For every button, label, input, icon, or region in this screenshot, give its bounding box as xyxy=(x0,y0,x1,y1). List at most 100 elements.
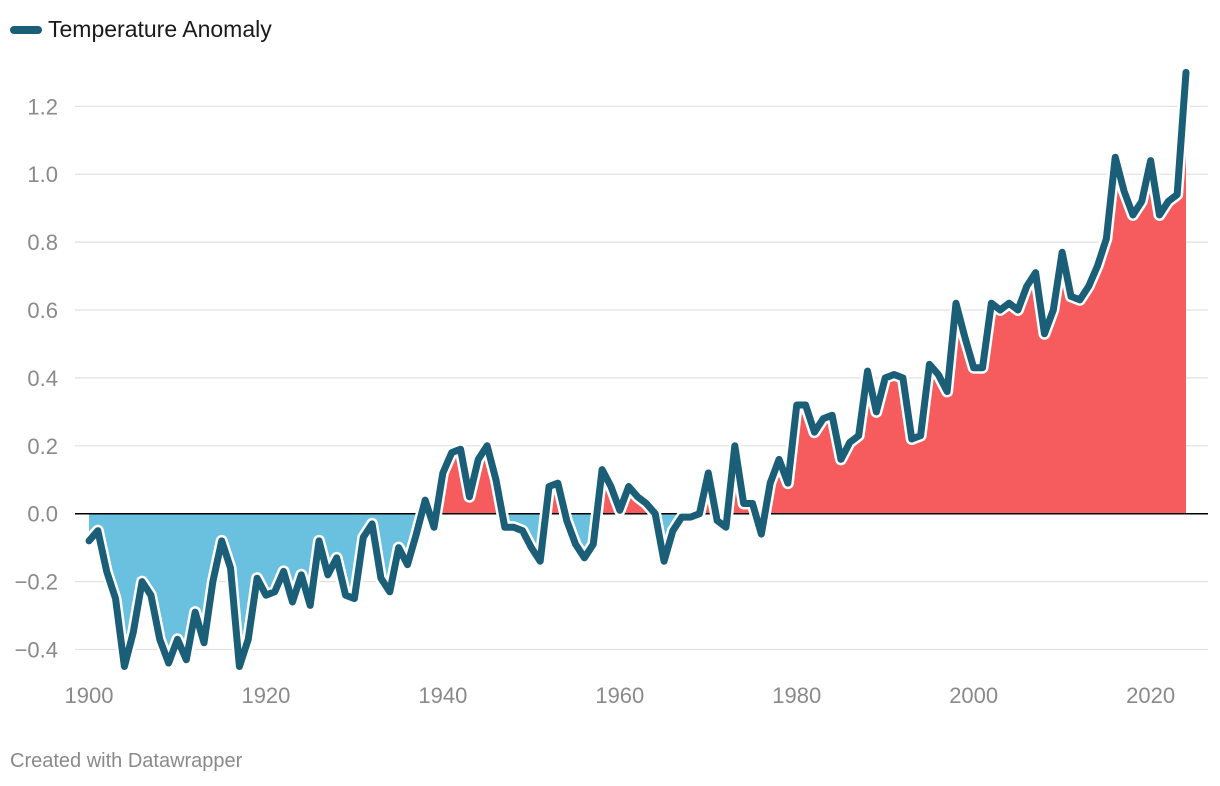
y-tick-label: 0.6 xyxy=(27,298,58,323)
data-point-1966 xyxy=(669,527,676,534)
data-point-2018 xyxy=(1129,211,1136,218)
data-point-1937 xyxy=(413,531,420,538)
data-point-1992 xyxy=(899,374,906,381)
y-tick-label: −0.4 xyxy=(15,638,58,663)
data-point-2010 xyxy=(1059,249,1066,256)
data-point-1980 xyxy=(793,402,800,409)
data-point-1934 xyxy=(386,588,393,595)
data-point-1909 xyxy=(165,660,172,667)
data-point-2014 xyxy=(1094,262,1101,269)
data-point-1944 xyxy=(475,456,482,463)
data-point-2008 xyxy=(1041,330,1048,337)
data-point-2015 xyxy=(1103,235,1110,242)
data-point-2001 xyxy=(979,364,986,371)
data-point-1924 xyxy=(298,571,305,578)
data-point-1915 xyxy=(218,537,225,544)
data-point-1905 xyxy=(130,629,137,636)
data-point-1971 xyxy=(714,517,721,524)
data-point-1950 xyxy=(528,544,535,551)
data-point-2009 xyxy=(1050,307,1057,314)
x-tick-label: 1920 xyxy=(241,683,290,708)
data-point-1982 xyxy=(811,429,818,436)
data-point-1947 xyxy=(501,524,508,531)
data-point-1977 xyxy=(767,480,774,487)
data-point-1939 xyxy=(431,524,438,531)
data-point-1928 xyxy=(333,554,340,561)
data-point-1926 xyxy=(316,537,323,544)
data-point-1917 xyxy=(236,663,243,670)
data-point-1922 xyxy=(280,568,287,575)
data-point-1925 xyxy=(307,602,314,609)
y-tick-label: 0.0 xyxy=(27,502,58,527)
data-point-1961 xyxy=(625,483,632,490)
data-point-1940 xyxy=(439,469,446,476)
data-point-1930 xyxy=(351,595,358,602)
data-point-1981 xyxy=(802,402,809,409)
negative-anomaly-area xyxy=(89,513,765,667)
x-tick-label: 1960 xyxy=(595,683,644,708)
data-point-2005 xyxy=(1014,307,1021,314)
data-point-1913 xyxy=(201,639,208,646)
data-point-1902 xyxy=(103,568,110,575)
data-point-1943 xyxy=(466,493,473,500)
data-point-1974 xyxy=(740,500,747,507)
data-point-1959 xyxy=(607,483,614,490)
data-point-1985 xyxy=(837,456,844,463)
y-tick-label: 0.8 xyxy=(27,230,58,255)
data-point-1956 xyxy=(581,554,588,561)
data-point-1906 xyxy=(139,578,146,585)
data-point-1912 xyxy=(192,609,199,616)
data-point-2002 xyxy=(988,300,995,307)
data-point-2004 xyxy=(1006,300,1013,307)
data-point-1919 xyxy=(254,575,261,582)
data-point-1954 xyxy=(563,517,570,524)
data-point-2020 xyxy=(1147,157,1154,164)
data-point-1976 xyxy=(758,531,765,538)
data-point-1903 xyxy=(112,595,119,602)
data-point-1904 xyxy=(121,663,128,670)
data-point-1998 xyxy=(952,300,959,307)
data-point-2021 xyxy=(1156,211,1163,218)
data-point-1979 xyxy=(784,480,791,487)
data-point-1907 xyxy=(147,592,154,599)
data-point-2000 xyxy=(970,364,977,371)
data-point-1993 xyxy=(908,436,915,443)
data-point-1953 xyxy=(554,480,561,487)
data-point-1960 xyxy=(616,507,623,514)
series-line xyxy=(83,66,1192,673)
series-line-path xyxy=(85,68,1190,670)
data-point-1933 xyxy=(377,575,384,582)
data-point-1983 xyxy=(820,415,827,422)
data-point-1965 xyxy=(661,558,668,565)
data-point-1969 xyxy=(696,510,703,517)
x-tick-label: 2020 xyxy=(1126,683,1175,708)
data-point-1921 xyxy=(271,588,278,595)
data-point-1945 xyxy=(484,442,491,449)
data-point-1962 xyxy=(634,493,641,500)
data-point-1952 xyxy=(546,483,553,490)
data-point-1997 xyxy=(944,388,951,395)
data-point-2013 xyxy=(1085,283,1092,290)
data-point-2017 xyxy=(1121,188,1128,195)
data-point-1931 xyxy=(360,534,367,541)
x-tick-label: 1940 xyxy=(418,683,467,708)
y-tick-label: 1.0 xyxy=(27,162,58,187)
data-point-1958 xyxy=(599,466,606,473)
data-point-1995 xyxy=(926,361,933,368)
data-point-2003 xyxy=(997,307,1004,314)
data-point-1916 xyxy=(227,565,234,572)
data-point-1963 xyxy=(643,500,650,507)
data-point-1935 xyxy=(395,544,402,551)
temperature-anomaly-chart: −0.4−0.20.00.20.40.60.81.01.2 1900 1920 19… xyxy=(14,66,1208,708)
data-point-1901 xyxy=(94,527,101,534)
data-point-1900 xyxy=(86,537,93,544)
data-point-1918 xyxy=(245,636,252,643)
data-point-1949 xyxy=(519,527,526,534)
data-point-1911 xyxy=(183,656,190,663)
data-point-1927 xyxy=(324,571,331,578)
data-point-1975 xyxy=(749,500,756,507)
y-tick-label: 0.2 xyxy=(27,434,58,459)
data-point-1957 xyxy=(590,541,597,548)
data-point-2006 xyxy=(1023,283,1030,290)
data-point-2011 xyxy=(1067,293,1074,300)
